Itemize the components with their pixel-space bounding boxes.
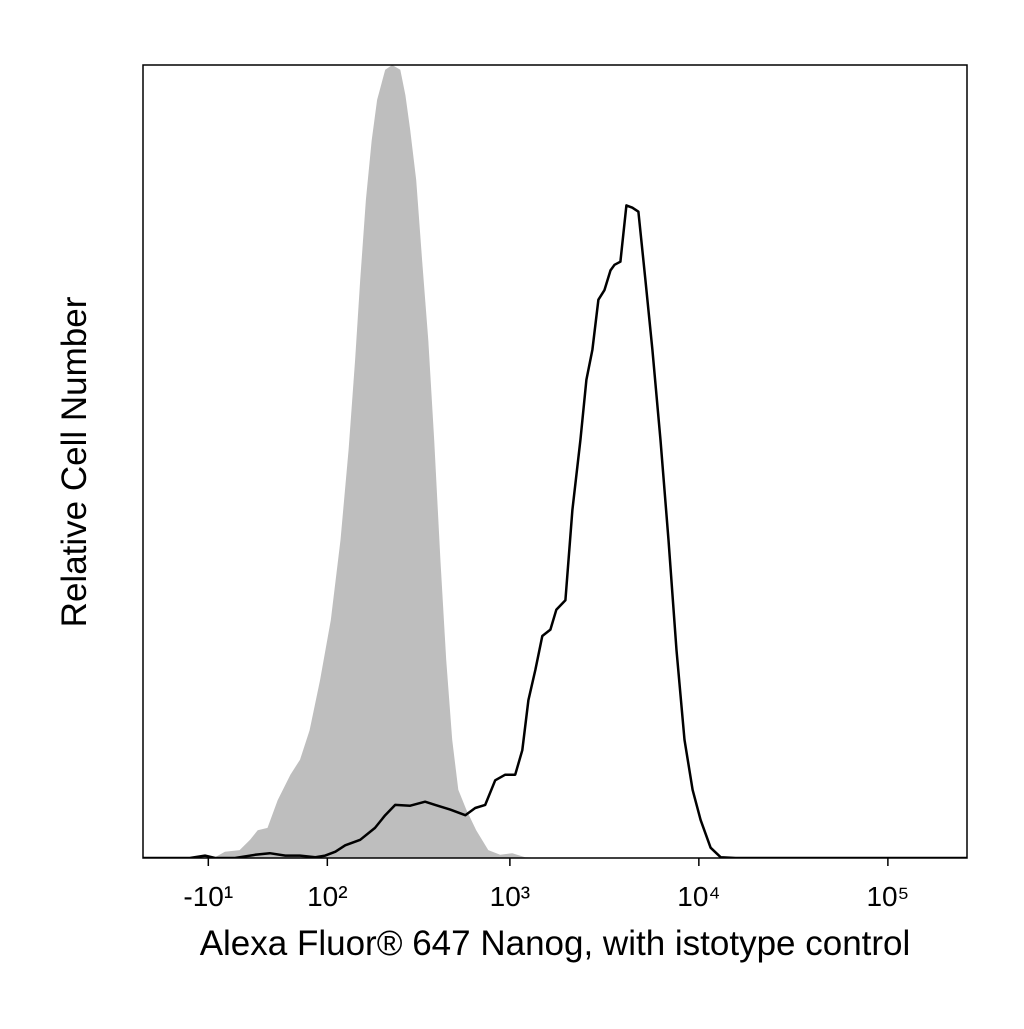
x-tick-label: 10⁴ [677,881,720,912]
x-axis-label: Alexa Fluor® 647 Nanog, with istotype co… [200,924,911,963]
plot-frame [142,64,968,859]
x-tick-label: 10² [307,881,347,912]
x-tick-label: 10³ [490,881,530,912]
x-tick-label: -10¹ [183,881,233,912]
histogram-area [143,65,546,858]
x-tick-label: 10⁵ [866,881,909,912]
histogram-line [143,204,967,858]
y-axis-label: Relative Cell Number [55,296,94,627]
